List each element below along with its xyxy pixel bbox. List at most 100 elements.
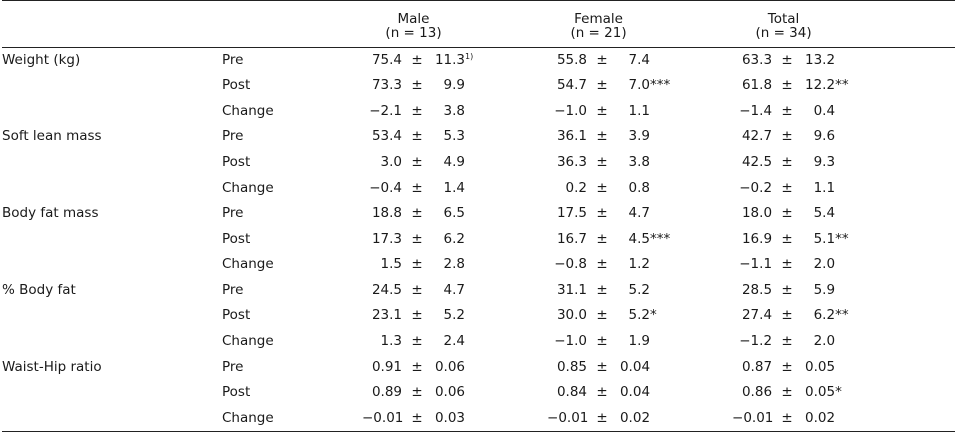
cell-significance <box>465 278 547 304</box>
table-row: % Body fat Pre 24.5 ±4.7 31.1 ±5.2 28.5 ±5.9 <box>2 278 955 304</box>
cell-mean: −0.01 <box>547 405 588 432</box>
cell-mean: −1.0 <box>554 102 588 119</box>
cell-significance <box>650 175 732 201</box>
row-measure-label <box>2 73 222 99</box>
cell-significance <box>650 124 732 150</box>
cell-sd: 3.8 <box>628 153 651 170</box>
cell-significance <box>835 124 955 150</box>
cell-sd: 9.6 <box>813 128 836 145</box>
cell-plus-minus: ± <box>411 51 423 68</box>
cell-significance <box>835 99 955 125</box>
cell-mean: 28.5 <box>741 281 773 298</box>
row-phase-label: Change <box>222 102 274 119</box>
cell-mean: 24.5 <box>371 281 402 298</box>
cell-plus-minus: ± <box>781 102 793 119</box>
cell-plus-minus: ± <box>596 179 608 196</box>
cell-mean: 36.3 <box>556 153 588 170</box>
cell-mean: −1.0 <box>554 333 588 350</box>
cell-sd: 1.2 <box>628 256 651 273</box>
cell-sd: 0.8 <box>628 179 651 196</box>
cell-mean: 16.9 <box>741 230 773 247</box>
row-measure-label: Waist-Hip ratio <box>2 358 102 375</box>
cell-significance <box>650 150 732 176</box>
cell-sd: 5.2 <box>443 307 466 324</box>
cell-significance: ** <box>835 230 849 247</box>
cell-significance: *** <box>650 77 671 94</box>
cell-significance <box>465 329 547 355</box>
row-measure-label <box>2 175 222 201</box>
cell-plus-minus: ± <box>781 307 793 324</box>
cell-plus-minus: ± <box>596 128 608 145</box>
cell-mean: 36.1 <box>556 128 588 145</box>
cell-sd: 0.4 <box>813 102 836 119</box>
cell-plus-minus: ± <box>596 281 608 298</box>
cell-significance: 1) <box>465 48 547 74</box>
cell-sd: 2.0 <box>813 256 836 273</box>
cell-significance <box>835 150 955 176</box>
cell-mean: 18.0 <box>741 205 773 222</box>
row-measure-label <box>2 227 222 253</box>
table-row: Change 1.3 ±2.4 −1.0 ±1.9 −1.2 ±2.0 <box>2 329 955 355</box>
cell-mean: 0.85 <box>556 358 588 375</box>
cell-mean: 30.0 <box>556 307 588 324</box>
cell-significance <box>650 252 732 278</box>
cell-plus-minus: ± <box>781 179 793 196</box>
cell-mean: −1.1 <box>739 256 773 273</box>
cell-significance <box>835 405 956 432</box>
cell-significance <box>465 227 547 253</box>
cell-plus-minus: ± <box>781 384 793 401</box>
table-row: Post 73.3 ±9.9 54.7 ±7.0 *** 61.8 ±12.2 ** <box>2 73 955 99</box>
table-row: Post 17.3 ±6.2 16.7 ±4.5 *** 16.9 ±5.1 ** <box>2 227 955 253</box>
cell-sd: 0.04 <box>619 358 651 375</box>
cell-plus-minus: ± <box>411 102 423 119</box>
cell-significance: * <box>650 307 657 324</box>
row-phase-label: Change <box>222 333 274 350</box>
cell-significance <box>835 201 955 227</box>
cell-mean: 63.3 <box>741 51 773 68</box>
cell-mean: −0.4 <box>369 179 402 196</box>
cell-plus-minus: ± <box>411 307 423 324</box>
cell-mean: 73.3 <box>371 77 402 94</box>
cell-sd: 3.8 <box>443 102 466 119</box>
cell-sd: 6.2 <box>813 307 836 324</box>
header-row-n: (n = 13) (n = 21) (n = 34) <box>2 26 956 48</box>
cell-plus-minus: ± <box>781 205 793 222</box>
cell-mean: 23.1 <box>371 307 402 324</box>
table-row: Soft lean mass Pre 53.4 ±5.3 36.1 ±3.9 42.7 ±9.… <box>2 124 955 150</box>
cell-plus-minus: ± <box>596 153 608 170</box>
header-blank <box>2 0 222 27</box>
cell-plus-minus: ± <box>781 230 793 247</box>
cell-plus-minus: ± <box>411 230 423 247</box>
cell-sd: 0.02 <box>802 405 836 432</box>
row-phase-label: Pre <box>222 281 244 298</box>
cell-significance <box>835 48 955 74</box>
cell-sd: 1.1 <box>628 102 651 119</box>
cell-plus-minus: ± <box>411 128 423 145</box>
cell-significance <box>650 201 732 227</box>
row-measure-label: Weight (kg) <box>2 51 81 68</box>
cell-significance <box>650 329 732 355</box>
cell-plus-minus: ± <box>596 384 608 401</box>
cell-plus-minus: ± <box>596 77 608 94</box>
cell-sd: 5.4 <box>813 205 836 222</box>
table-row: Post 23.1 ±5.2 30.0 ±5.2 * 27.4 ±6.2 ** <box>2 303 955 329</box>
row-phase-label: Change <box>222 405 362 432</box>
cell-sd: 9.9 <box>443 77 466 94</box>
cell-mean: 0.87 <box>741 358 773 375</box>
cell-significance <box>650 48 732 74</box>
cell-mean: 0.2 <box>565 179 588 196</box>
row-phase-label: Pre <box>222 51 244 68</box>
cell-plus-minus: ± <box>596 256 608 273</box>
cell-mean: 16.7 <box>556 230 588 247</box>
cell-plus-minus: ± <box>411 77 423 94</box>
cell-mean: 54.7 <box>556 77 588 94</box>
cell-significance <box>650 355 732 381</box>
row-phase-label: Post <box>222 307 251 324</box>
cell-sd: 5.2 <box>628 281 651 298</box>
cell-sd: 5.3 <box>443 128 466 145</box>
cell-mean: 27.4 <box>741 307 773 324</box>
cell-sd: 5.1 <box>813 230 836 247</box>
cell-mean: −0.8 <box>554 256 588 273</box>
